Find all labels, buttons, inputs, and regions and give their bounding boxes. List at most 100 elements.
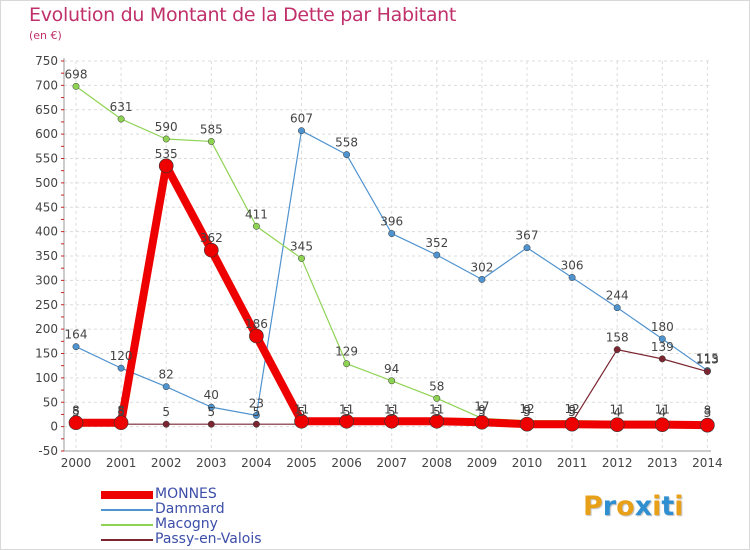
data-label: 306	[561, 258, 584, 272]
y-tick-label: 550	[35, 152, 58, 166]
data-label: 4	[658, 406, 666, 420]
data-label: 82	[159, 368, 174, 382]
data-label: 12	[564, 402, 579, 416]
data-label: 94	[384, 362, 399, 376]
data-point-monnes	[609, 417, 625, 432]
x-tick-label: 2001	[106, 456, 137, 470]
logo-letter: x	[634, 491, 653, 522]
data-point-macogny	[117, 115, 125, 123]
data-point-macogny	[72, 82, 80, 90]
x-tick-label: 2006	[331, 456, 362, 470]
data-label: 4	[613, 406, 621, 420]
data-point-monnes	[249, 328, 264, 344]
data-point-dammard	[523, 244, 531, 252]
data-point-macogny	[388, 377, 396, 385]
y-tick-label: 600	[35, 127, 58, 141]
proxiti-logo: Proxiti	[583, 491, 684, 522]
data-point-macogny	[252, 222, 260, 230]
y-tick-label: 650	[35, 103, 58, 117]
y-tick-label: 300	[35, 273, 58, 287]
data-label: 139	[651, 340, 674, 354]
data-label: 11	[384, 402, 399, 416]
data-point-dammard	[298, 127, 305, 135]
legend-swatch	[101, 539, 153, 541]
data-label: 17	[474, 399, 489, 413]
data-label: 590	[155, 120, 178, 134]
y-tick-label: 350	[35, 249, 58, 263]
data-label: 9	[478, 403, 486, 417]
y-tick-label: 500	[35, 176, 58, 190]
data-label: 186	[245, 317, 268, 331]
logo-letter: i	[674, 491, 684, 522]
x-tick-label: 2010	[512, 456, 543, 470]
data-point-monnes	[113, 415, 129, 431]
data-label: 164	[65, 328, 88, 342]
data-label: 535	[155, 147, 178, 161]
legend-swatch	[101, 524, 153, 526]
data-point-dammard	[658, 335, 666, 343]
data-label: 5	[162, 405, 170, 419]
data-label: 8	[72, 404, 80, 418]
data-label: 120	[110, 349, 133, 363]
data-point-monnes	[294, 413, 309, 429]
data-label: 158	[606, 331, 629, 345]
data-label: 180	[651, 320, 674, 334]
data-label: 129	[335, 345, 358, 359]
data-label: 58	[429, 379, 444, 393]
data-point-dammard	[433, 251, 441, 259]
data-point-dammard	[252, 411, 260, 419]
data-label: 8	[117, 404, 125, 418]
logo-letter: i	[652, 491, 662, 522]
data-label: 367	[516, 229, 539, 243]
data-point-dammard	[162, 383, 170, 391]
x-tick-label: 2005	[286, 456, 317, 470]
data-label: 631	[110, 100, 133, 114]
data-label: 5	[253, 405, 261, 419]
x-tick-label: 2012	[602, 456, 633, 470]
legend-label: Passy-en-Valois	[155, 531, 262, 547]
data-point-passy-en-valois	[252, 420, 260, 428]
x-tick-label: 2004	[241, 456, 272, 470]
x-tick-label: 2008	[422, 456, 453, 470]
data-label: 698	[65, 67, 88, 81]
data-point-monnes	[339, 413, 354, 429]
legend-label: Macogny	[155, 516, 218, 532]
y-tick-label: -50	[38, 444, 58, 458]
data-label: 9	[523, 403, 531, 417]
data-point-monnes	[429, 413, 445, 429]
x-tick-label: 2013	[647, 456, 678, 470]
data-point-passy-en-valois	[207, 420, 215, 428]
data-point-monnes	[68, 415, 84, 431]
data-point-macogny	[298, 254, 305, 262]
data-point-monnes	[564, 416, 580, 432]
data-label: 11	[429, 402, 444, 416]
logo-letter: r	[602, 491, 617, 522]
data-point-monnes	[519, 416, 535, 432]
data-point-monnes	[158, 158, 174, 174]
legend-swatch	[101, 509, 153, 511]
data-label: 113	[696, 353, 719, 367]
data-label: 362	[200, 231, 223, 245]
x-tick-label: 2003	[196, 456, 227, 470]
x-tick-label: 2000	[61, 456, 92, 470]
data-point-passy-en-valois	[658, 355, 666, 363]
x-tick-label: 2014	[692, 456, 723, 470]
data-point-dammard	[613, 304, 621, 312]
data-point-monnes	[654, 417, 670, 432]
data-label: 5	[388, 405, 396, 419]
data-point-macogny	[343, 360, 351, 368]
y-tick-label: 450	[35, 200, 58, 214]
data-label: 5	[523, 405, 531, 419]
x-tick-label: 2007	[376, 456, 407, 470]
data-label: 302	[470, 260, 493, 274]
data-label: 558	[335, 136, 358, 150]
data-point-passy-en-valois	[613, 346, 621, 354]
x-tick-label: 2009	[467, 456, 498, 470]
chart-title: Evolution du Montant de la Dette par Hab…	[29, 4, 457, 26]
legend-label: Dammard	[155, 501, 225, 517]
data-point-dammard	[568, 274, 576, 281]
y-tick-label: 250	[35, 298, 58, 312]
y-tick-label: 200	[35, 322, 58, 336]
data-label: 411	[245, 207, 268, 221]
